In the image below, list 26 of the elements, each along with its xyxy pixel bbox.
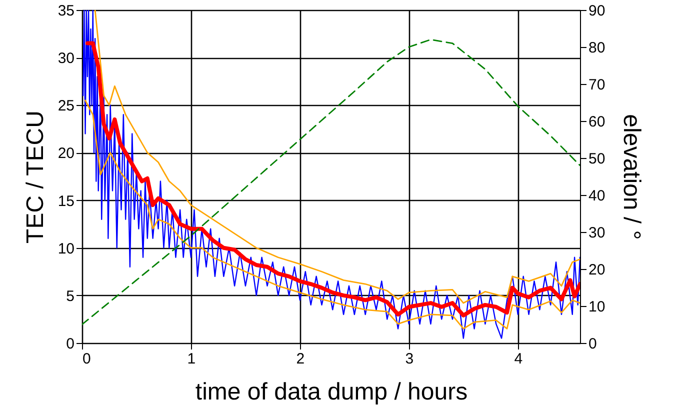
y2-tick-label: 0 (588, 336, 597, 352)
y-tick-label: 25 (58, 98, 74, 115)
y-tick-label: 15 (58, 192, 74, 210)
x-tick-label: 1 (187, 350, 196, 368)
y-axis-title: TEC / TECU (22, 110, 49, 244)
y2-tick-label: 20 (588, 262, 606, 278)
x-tick-label: 3 (405, 350, 414, 368)
y2-tick-label: 90 (588, 2, 606, 20)
x-axis-title: time of data dump / hours (195, 378, 468, 406)
y-tick-label: 20 (58, 145, 74, 162)
x-tick-label: 0 (82, 350, 91, 368)
y-tick-label: 0 (66, 336, 74, 352)
y2-tick-label: 10 (588, 298, 606, 316)
y2-tick-label: 30 (588, 224, 606, 242)
y2-tick-label: 70 (588, 76, 606, 94)
x-tick-label: 2 (296, 350, 305, 368)
y2-axis-title: elevation / ° (618, 114, 646, 240)
y2-tick-label: 80 (588, 40, 606, 56)
y2-tick-label: 60 (588, 114, 606, 130)
y-tick-label: 35 (58, 2, 74, 20)
y2-tick-label: 50 (588, 150, 606, 168)
y-tick-label: 5 (66, 288, 74, 305)
y2-tick-label: 40 (588, 188, 606, 204)
y-tick-label: 30 (58, 50, 74, 68)
y-tick-label: 10 (58, 240, 74, 258)
x-tick-label: 4 (514, 350, 523, 368)
